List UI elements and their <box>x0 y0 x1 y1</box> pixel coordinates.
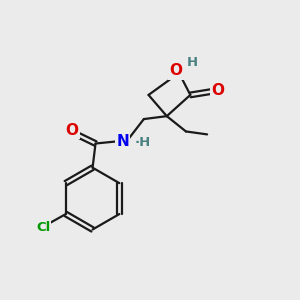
Text: H: H <box>187 56 198 69</box>
Text: N: N <box>116 134 129 149</box>
Text: Cl: Cl <box>36 221 50 234</box>
Text: ·H: ·H <box>135 136 151 149</box>
Text: O: O <box>65 123 79 138</box>
Text: O: O <box>170 63 183 78</box>
Text: O: O <box>211 83 224 98</box>
